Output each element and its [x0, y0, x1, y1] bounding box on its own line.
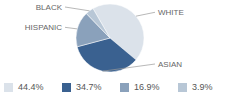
svg-text:WHITE: WHITE — [158, 8, 184, 17]
html-text:3.9%: 3.9% — [192, 82, 213, 92]
svg-text:HISPANIC: HISPANIC — [25, 23, 62, 32]
html-text:16.9%: 16.9% — [134, 82, 160, 92]
html-text:44.4%: 44.4% — [18, 82, 44, 92]
html-text:34.7%: 34.7% — [76, 82, 102, 92]
svg-text:BLACK: BLACK — [36, 3, 63, 12]
svg-text:ASIAN: ASIAN — [158, 60, 182, 69]
